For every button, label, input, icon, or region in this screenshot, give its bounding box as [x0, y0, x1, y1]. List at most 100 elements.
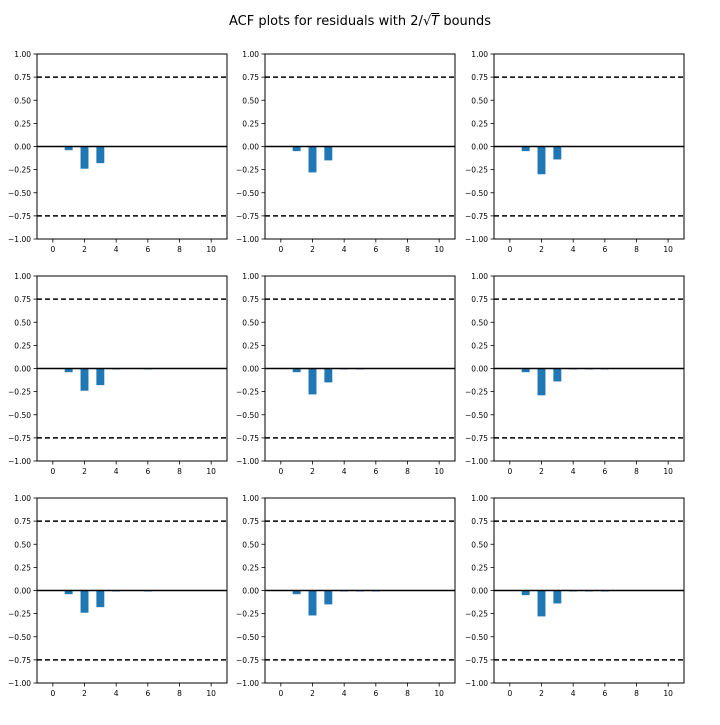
x-tick-label: 10	[663, 467, 673, 476]
y-tick-label: −0.50	[465, 189, 488, 198]
x-tick-label: 2	[539, 245, 544, 254]
acf-bar	[521, 590, 530, 596]
x-tick-label: 0	[507, 467, 512, 476]
acf-subplot-3-2: 1.00 0.75 0.50 0.25 0.00 −0.25 −0.50 −0.75 −1.00…	[236, 494, 456, 698]
acf-subplot-1-1: 1.00 0.75 0.50 0.25 0.00 −0.25 −0.50 −0.75 −1.00…	[8, 50, 228, 254]
acf-bar	[64, 146, 73, 151]
y-tick-label: −0.25	[236, 166, 259, 175]
y-tick-label: 0.25	[471, 119, 488, 128]
y-tick-label: 0.50	[471, 96, 488, 105]
acf-bar	[64, 590, 73, 595]
acf-bar	[553, 368, 562, 382]
y-tick-label: 0.50	[14, 318, 31, 327]
y-tick-label: −0.75	[465, 656, 488, 665]
y-tick-label: −0.50	[465, 633, 488, 642]
x-tick-label: 4	[342, 467, 347, 476]
x-tick-label: 4	[571, 689, 576, 698]
x-tick-label: 0	[278, 245, 283, 254]
x-tick-label: 10	[206, 689, 216, 698]
x-tick-label: 8	[177, 689, 182, 698]
x-tick-label: 2	[82, 245, 87, 254]
x-tick-label: 2	[539, 689, 544, 698]
acf-bar	[80, 368, 89, 391]
y-tick-label: 0.25	[242, 341, 259, 350]
x-tick-label: 8	[177, 467, 182, 476]
y-tick-label: 0.00	[14, 143, 31, 152]
y-tick-label: −0.75	[465, 434, 488, 443]
y-tick-label: 0.25	[471, 563, 488, 572]
x-tick-label: 4	[114, 245, 119, 254]
x-tick-label: 10	[206, 245, 216, 254]
acf-bar	[521, 368, 530, 373]
y-tick-label: 0.00	[14, 365, 31, 374]
acf-bar	[80, 146, 89, 169]
y-tick-label: −1.00	[465, 235, 488, 244]
acf-bar	[324, 368, 333, 383]
y-tick-label: 0.00	[14, 587, 31, 596]
y-tick-label: −0.50	[236, 189, 259, 198]
y-tick-label: 1.00	[14, 272, 31, 281]
y-tick-label: −0.50	[8, 633, 31, 642]
acf-subplot-1-2: 1.00 0.75 0.50 0.25 0.00 −0.25 −0.50 −0.75 −1.00…	[236, 50, 456, 254]
title-prefix: ACF plots for residuals with 2/	[228, 14, 423, 29]
y-tick-label: 0.50	[242, 540, 259, 549]
x-tick-label: 8	[634, 689, 639, 698]
x-tick-label: 0	[50, 689, 55, 698]
title-sqrt-t: T	[431, 14, 440, 29]
x-tick-label: 4	[114, 689, 119, 698]
y-tick-label: −1.00	[236, 679, 259, 688]
acf-subplot-3-1: 1.00 0.75 0.50 0.25 0.00 −0.25 −0.50 −0.75 −1.00…	[8, 494, 228, 698]
y-tick-label: −0.25	[8, 610, 31, 619]
acf-subplot-2-3: 1.00 0.75 0.50 0.25 0.00 −0.25 −0.50 −0.75 −1.00…	[465, 272, 685, 476]
y-tick-label: 0.50	[14, 96, 31, 105]
x-tick-label: 2	[539, 467, 544, 476]
y-tick-label: −1.00	[465, 679, 488, 688]
y-tick-label: −0.75	[236, 212, 259, 221]
y-tick-label: 1.00	[242, 272, 259, 281]
y-tick-label: 0.50	[471, 540, 488, 549]
x-tick-label: 10	[434, 245, 444, 254]
x-tick-label: 10	[663, 245, 673, 254]
y-tick-label: −0.25	[465, 610, 488, 619]
y-tick-label: 1.00	[242, 494, 259, 503]
y-tick-label: 0.25	[14, 341, 31, 350]
x-tick-label: 0	[50, 467, 55, 476]
acf-subplot-2-1: 1.00 0.75 0.50 0.25 0.00 −0.25 −0.50 −0.75 −1.00…	[8, 272, 228, 476]
y-tick-label: 0.75	[471, 295, 488, 304]
x-tick-label: 6	[602, 689, 607, 698]
y-tick-label: 1.00	[471, 494, 488, 503]
y-tick-label: −0.50	[465, 411, 488, 420]
x-tick-label: 8	[405, 245, 410, 254]
y-tick-label: 0.25	[14, 119, 31, 128]
y-tick-label: −0.50	[236, 633, 259, 642]
x-tick-label: 6	[602, 467, 607, 476]
y-tick-label: 0.00	[471, 365, 488, 374]
x-tick-label: 4	[114, 467, 119, 476]
x-tick-label: 0	[507, 689, 512, 698]
y-tick-label: −1.00	[8, 235, 31, 244]
x-tick-label: 2	[310, 689, 315, 698]
x-tick-label: 0	[278, 467, 283, 476]
x-tick-label: 10	[434, 467, 444, 476]
y-tick-label: −0.25	[8, 388, 31, 397]
x-tick-label: 6	[373, 245, 378, 254]
y-tick-label: −1.00	[8, 679, 31, 688]
y-tick-label: −0.25	[236, 610, 259, 619]
y-tick-label: 0.50	[471, 318, 488, 327]
title-suffix: bounds	[439, 14, 492, 29]
acf-subplot-2-2: 1.00 0.75 0.50 0.25 0.00 −0.25 −0.50 −0.75 −1.00…	[236, 272, 456, 476]
acf-subplot-1-3: 1.00 0.75 0.50 0.25 0.00 −0.25 −0.50 −0.75 −1.00…	[465, 50, 685, 254]
x-tick-label: 0	[50, 245, 55, 254]
acf-bar	[308, 590, 317, 616]
acf-bar	[537, 146, 546, 175]
y-tick-label: 0.75	[14, 73, 31, 82]
acf-bar	[553, 146, 562, 160]
x-tick-label: 6	[373, 689, 378, 698]
acf-bar	[96, 368, 105, 386]
acf-bar	[80, 590, 89, 613]
x-tick-label: 10	[434, 689, 444, 698]
y-tick-label: −0.75	[236, 434, 259, 443]
acf-bar	[537, 368, 546, 396]
y-tick-label: −0.75	[236, 656, 259, 665]
y-tick-label: −1.00	[236, 235, 259, 244]
